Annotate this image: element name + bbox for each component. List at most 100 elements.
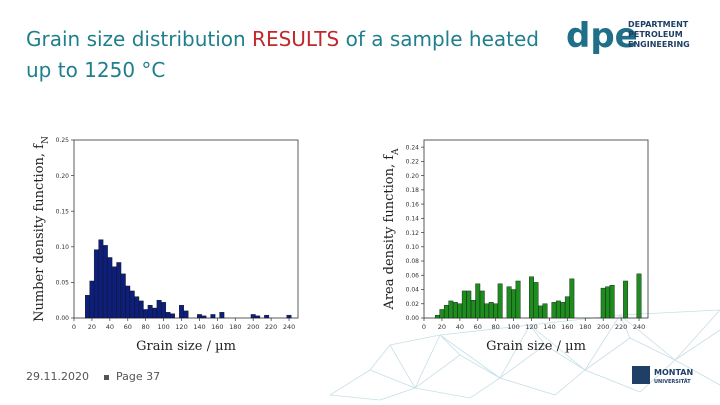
bar bbox=[179, 304, 184, 319]
bar bbox=[538, 305, 543, 319]
bar bbox=[515, 280, 521, 319]
y-tick-label: 0.00 bbox=[56, 315, 70, 322]
bar bbox=[156, 299, 162, 319]
x-tick-label: 200 bbox=[247, 323, 259, 331]
y-tick-label: 0.25 bbox=[56, 137, 70, 144]
x-tick-label: 220 bbox=[265, 323, 277, 331]
bar bbox=[161, 302, 167, 319]
x-tick-label: 240 bbox=[633, 323, 645, 331]
x-tick-label: 40 bbox=[456, 323, 464, 331]
x-tick-label: 40 bbox=[106, 323, 114, 331]
bar bbox=[102, 245, 108, 319]
x-tick-label: 20 bbox=[438, 323, 446, 331]
y-tick-label: 0.12 bbox=[406, 230, 420, 237]
x-tick-label: 100 bbox=[157, 323, 169, 331]
montan-logo-line1: MONTAN bbox=[654, 368, 693, 377]
y-tick-label: 0.14 bbox=[406, 216, 420, 223]
bar bbox=[506, 286, 512, 319]
bar bbox=[93, 249, 99, 319]
bar bbox=[479, 290, 485, 319]
bar bbox=[125, 285, 131, 319]
y-tick-label: 0.06 bbox=[406, 272, 420, 279]
title-highlight: RESULTS bbox=[252, 27, 340, 51]
bar bbox=[134, 296, 140, 319]
bar bbox=[439, 309, 445, 319]
bar bbox=[443, 304, 449, 319]
y-tick-label: 0.24 bbox=[406, 144, 420, 151]
bar bbox=[89, 280, 95, 319]
bar bbox=[183, 310, 189, 319]
bars bbox=[85, 239, 292, 319]
footer-separator bbox=[104, 375, 109, 380]
bar bbox=[165, 312, 171, 319]
logo-line3: ENGINEERING bbox=[628, 40, 690, 49]
x-tick-label: 80 bbox=[492, 323, 500, 331]
x-tick-label: 60 bbox=[124, 323, 132, 331]
x-axis-label: Grain size / µm bbox=[136, 339, 236, 354]
bar bbox=[497, 283, 503, 319]
x-axis-label: Grain size / µm bbox=[486, 339, 586, 354]
y-tick-label: 0.16 bbox=[406, 201, 420, 208]
bar bbox=[435, 314, 440, 319]
y-tick-label: 0.00 bbox=[406, 315, 420, 322]
x-tick-label: 140 bbox=[543, 323, 555, 331]
logo-line1: DEPARTMENT bbox=[628, 20, 689, 29]
y-axis-label-subscript: A bbox=[391, 148, 401, 156]
title-text-start: Grain size distribution bbox=[26, 27, 253, 51]
number-density-chart: 0 20 40 60 80 100 120 140 160 180 200 220 240 0.00 0.0… bbox=[32, 136, 299, 354]
bar bbox=[533, 282, 539, 319]
bar bbox=[255, 315, 261, 319]
decorative-mesh bbox=[330, 309, 720, 401]
bar bbox=[560, 302, 566, 319]
x-tick-label: 120 bbox=[175, 323, 187, 331]
montan-logo-line2: UNIVERSITÄT bbox=[654, 378, 691, 385]
bar bbox=[470, 299, 476, 319]
bars bbox=[435, 273, 642, 319]
footer-date: 29.11.2020 bbox=[26, 370, 89, 383]
bar bbox=[111, 266, 117, 319]
bar bbox=[143, 309, 149, 319]
y-axis-label-main: Number density function, f bbox=[32, 143, 47, 322]
bar bbox=[457, 303, 463, 319]
x-tick-label: 80 bbox=[142, 323, 150, 331]
bar bbox=[461, 290, 467, 319]
y-tick-label: 0.10 bbox=[406, 244, 420, 251]
bar bbox=[120, 273, 126, 319]
y-tick-label: 0.10 bbox=[56, 244, 70, 251]
y-tick-label: 0.18 bbox=[406, 187, 420, 194]
x-tick-label: 220 bbox=[615, 323, 627, 331]
bar bbox=[484, 303, 490, 319]
y-tick-label: 0.08 bbox=[406, 258, 420, 265]
y-tick-label: 0.20 bbox=[56, 173, 70, 180]
x-tick-label: 180 bbox=[579, 323, 591, 331]
y-tick-label: 0.20 bbox=[406, 173, 420, 180]
bar bbox=[605, 286, 611, 319]
slide-title: Grain size distribution RESULTS of a sam… bbox=[26, 24, 566, 86]
bar bbox=[542, 303, 548, 319]
bar bbox=[466, 290, 472, 319]
area-density-chart: 0 20 40 60 80 100 120 140 160 180 200 220 240 0.00 0.0… bbox=[382, 139, 649, 354]
bar bbox=[152, 307, 158, 319]
bar bbox=[129, 290, 135, 319]
bar bbox=[201, 315, 207, 319]
dpe-logo: dpe DEPARTMENT PETROLEUM ENGINEERING bbox=[566, 16, 690, 56]
y-axis-label: Area density function, fA bbox=[382, 148, 401, 311]
bar bbox=[623, 280, 629, 319]
y-tick-label: 0.04 bbox=[406, 287, 420, 294]
x-tick-label: 60 bbox=[474, 323, 482, 331]
bar bbox=[107, 257, 113, 319]
bar bbox=[529, 276, 534, 319]
bar bbox=[264, 314, 270, 319]
bar bbox=[219, 312, 225, 319]
bar bbox=[475, 283, 481, 319]
bar bbox=[488, 302, 494, 319]
bar bbox=[600, 287, 606, 319]
x-tick-label: 120 bbox=[525, 323, 537, 331]
montanuniversitaet-logo: MONTAN UNIVERSITÄT bbox=[632, 366, 693, 385]
bar bbox=[609, 285, 615, 319]
bar bbox=[98, 239, 104, 319]
footer-page-number: Page 37 bbox=[116, 370, 161, 383]
y-axis-label: Number density function, fN bbox=[32, 136, 51, 322]
y-axis-label-subscript: N bbox=[41, 136, 51, 144]
